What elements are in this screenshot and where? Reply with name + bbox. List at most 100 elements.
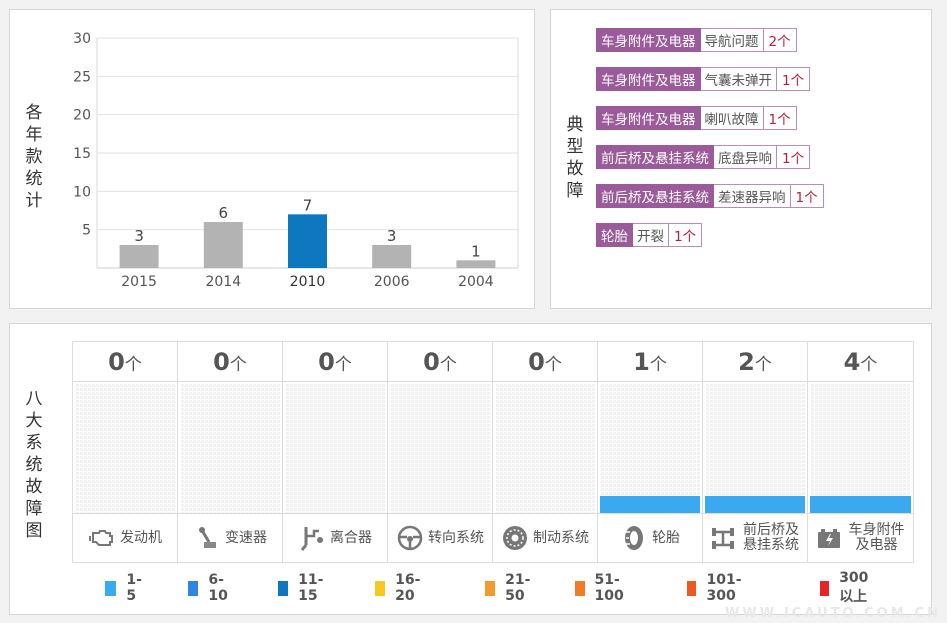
fault-category: 前后桥及悬挂系统 (596, 184, 714, 208)
system-column[interactable]: 1个轮胎 (598, 342, 703, 562)
system-count: 4个 (808, 342, 913, 382)
system-name: 变速器 (225, 529, 267, 546)
system-column[interactable]: 0个转向系统 (388, 342, 493, 562)
system-column[interactable]: 0个 制动系统 (493, 342, 598, 562)
system-name: 制动系统 (533, 529, 589, 546)
system-name: 前后桥及悬挂系统 (743, 522, 799, 553)
bar-value-label: 3 (134, 227, 144, 245)
count-value: 4 (843, 348, 861, 376)
count-unit: 个 (649, 355, 667, 375)
legend-item: 101-300 (687, 572, 747, 604)
system-count: 2个 (703, 342, 807, 382)
engine-icon (88, 524, 120, 552)
clutch-icon (298, 524, 330, 552)
x-tick-label: 2006 (374, 274, 410, 290)
bar-value-label: 7 (303, 196, 313, 214)
fault-category: 轮胎 (596, 223, 633, 247)
fault-item[interactable]: 前后桥及悬挂系统 底盘异响 1个 (596, 145, 811, 169)
count-value: 1 (633, 348, 650, 376)
y-tick-label: 10 (73, 184, 91, 200)
system-label: 轮胎 (598, 513, 702, 562)
eight-systems-panel: 八大系统故障图 0个 发动机 0个 变速器 0个 离合器 0个 转向系统 0个 制动系统 1个 轮胎 2… (9, 323, 932, 615)
fault-category: 前后桥及悬挂系统 (596, 145, 714, 169)
legend-swatch (485, 580, 496, 596)
bar-2015 (119, 245, 159, 268)
system-count: 0个 (178, 342, 282, 382)
fault-item[interactable]: 车身附件及电器 气囊未弹开 1个 (596, 67, 811, 91)
system-column[interactable]: 4个车身附件及电器 (808, 342, 913, 562)
bar-2014 (203, 222, 243, 268)
legend-swatch (575, 580, 585, 596)
system-column[interactable]: 0个变速器 (178, 342, 283, 562)
legend-item: 51-100 (575, 572, 629, 604)
y-tick-label: 5 (82, 223, 91, 239)
fault-area (75, 383, 175, 513)
fault-item[interactable]: 前后桥及悬挂系统 差速器异响 1个 (596, 184, 824, 208)
system-column[interactable]: 0个 离合器 (283, 342, 388, 562)
count-unit: 个 (229, 355, 247, 375)
fault-count: 1个 (762, 106, 797, 130)
legend-item: 1-5 (105, 572, 146, 604)
count-unit: 个 (334, 355, 352, 375)
brake-disc-icon (501, 524, 533, 552)
typical-faults-title: 典型故障 (566, 115, 584, 201)
legend-swatch (278, 580, 289, 596)
count-value: 0 (213, 348, 230, 376)
count-unit: 个 (860, 355, 878, 375)
system-label: 前后桥及悬挂系统 (703, 513, 807, 562)
legend-swatch (687, 580, 697, 596)
fault-count: 1个 (776, 145, 811, 169)
system-label: 制动系统 (493, 513, 597, 562)
system-name: 转向系统 (428, 529, 484, 546)
legend-label: 11-15 (298, 572, 324, 604)
fault-area (810, 383, 911, 513)
count-unit: 个 (124, 355, 142, 375)
count-value: 0 (528, 348, 545, 376)
bar-2004 (456, 260, 496, 268)
legend-swatch (105, 580, 117, 596)
fault-item[interactable]: 轮胎 开裂 1个 (596, 223, 703, 247)
system-column[interactable]: 0个 发动机 (73, 342, 178, 562)
fault-count: 1个 (668, 223, 703, 247)
fault-area (390, 383, 490, 513)
battery-icon (815, 524, 847, 552)
system-label: 变速器 (178, 513, 282, 562)
system-name: 车身附件及电器 (848, 522, 905, 553)
bar-2010 (288, 214, 327, 268)
fault-issue: 导航问题 (700, 28, 764, 52)
bar-2006 (372, 245, 412, 268)
x-tick-label: 2010 (290, 274, 326, 290)
fault-category: 车身附件及电器 (596, 67, 701, 91)
fault-area (600, 383, 700, 513)
system-count: 0个 (283, 342, 387, 382)
legend-label: 6-10 (208, 572, 228, 604)
gearshift-icon (193, 524, 225, 552)
y-tick-label: 20 (73, 108, 91, 124)
fault-count: 1个 (776, 67, 811, 91)
legend-label: 101-300 (706, 572, 742, 604)
system-column[interactable]: 2个前后桥及悬挂系统 (703, 342, 808, 562)
system-count: 0个 (388, 342, 492, 382)
system-label: 发动机 (73, 513, 177, 562)
steering-wheel-icon (396, 524, 428, 552)
fault-item[interactable]: 车身附件及电器 导航问题 2个 (596, 28, 797, 52)
legend-item: 11-15 (278, 572, 328, 604)
system-label: 转向系统 (388, 513, 492, 562)
legend-label: 21-50 (505, 572, 531, 604)
fault-level-bar (810, 496, 911, 513)
x-tick-label: 2014 (205, 274, 241, 290)
legend-item: 21-50 (485, 572, 535, 604)
fault-area (705, 383, 805, 513)
fault-area (495, 383, 595, 513)
fault-area (180, 383, 280, 513)
system-count: 1个 (598, 342, 702, 382)
legend-label: 51-100 (594, 572, 624, 604)
fault-item[interactable]: 车身附件及电器 喇叭故障 1个 (596, 106, 797, 130)
fault-count: 2个 (762, 28, 797, 52)
fault-category: 车身附件及电器 (596, 106, 701, 130)
count-value: 2 (738, 348, 755, 376)
fault-issue: 开裂 (633, 223, 669, 247)
fault-issue: 底盘异响 (714, 145, 777, 169)
eight-systems-title: 八大系统故障图 (25, 389, 43, 541)
